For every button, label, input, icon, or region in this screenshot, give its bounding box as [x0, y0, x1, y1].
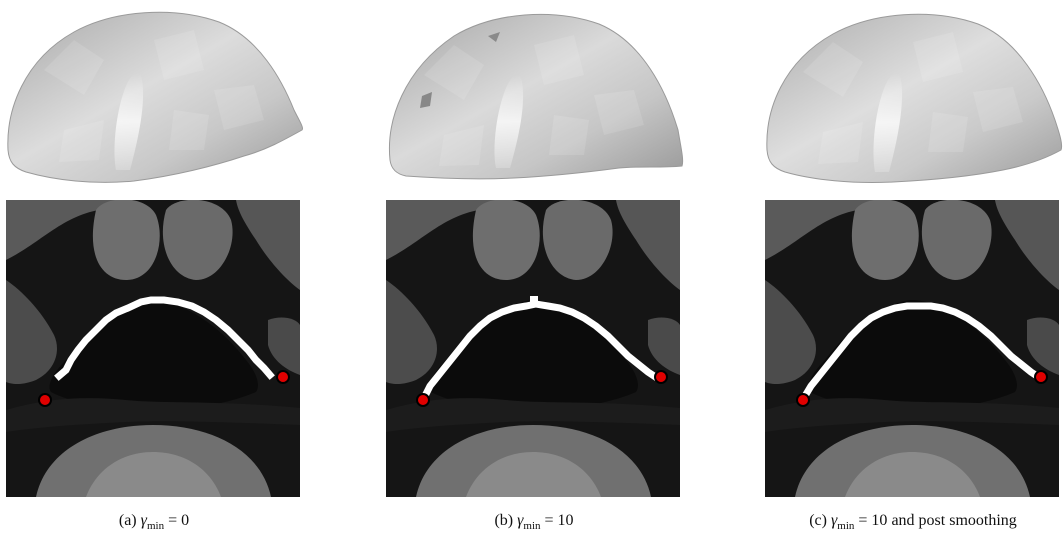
brain-mesh-surface-icon [4, 0, 304, 190]
caption-subscript: min [523, 520, 541, 533]
caption-label: (b) [494, 512, 514, 529]
gamma-symbol: γ [830, 512, 838, 529]
caption-subscript: min [146, 520, 165, 533]
gamma-symbol: γ [517, 512, 524, 529]
caption-label: (c) [809, 512, 827, 529]
panel-b: (b) γmin = 10 [384, 0, 684, 541]
gamma-symbol: γ [140, 512, 147, 529]
mri-slice-with-contour-icon [765, 200, 1059, 497]
caption-relation: = 10 [544, 512, 574, 529]
panel-a: (a) γmin = 0 [4, 0, 304, 541]
caption-c: (c) γmin = 10 and post smoothing [763, 512, 1063, 532]
mri-slice-with-contour-icon [386, 200, 680, 497]
brain-mesh-surface-icon [763, 0, 1063, 190]
caption-a: (a) γmin = 0 [4, 512, 304, 532]
panel-c: (c) γmin = 10 and post smoothing [763, 0, 1063, 541]
caption-suffix: and post smoothing [887, 512, 1017, 529]
caption-b: (b) γmin = 10 [384, 512, 684, 532]
caption-relation: = 0 [168, 512, 190, 529]
brain-mesh-surface-icon [384, 0, 684, 190]
caption-label: (a) [118, 512, 137, 529]
caption-subscript: min [837, 520, 855, 533]
mri-slice-with-contour-icon [6, 200, 300, 497]
caption-relation: = 10 [858, 512, 888, 529]
